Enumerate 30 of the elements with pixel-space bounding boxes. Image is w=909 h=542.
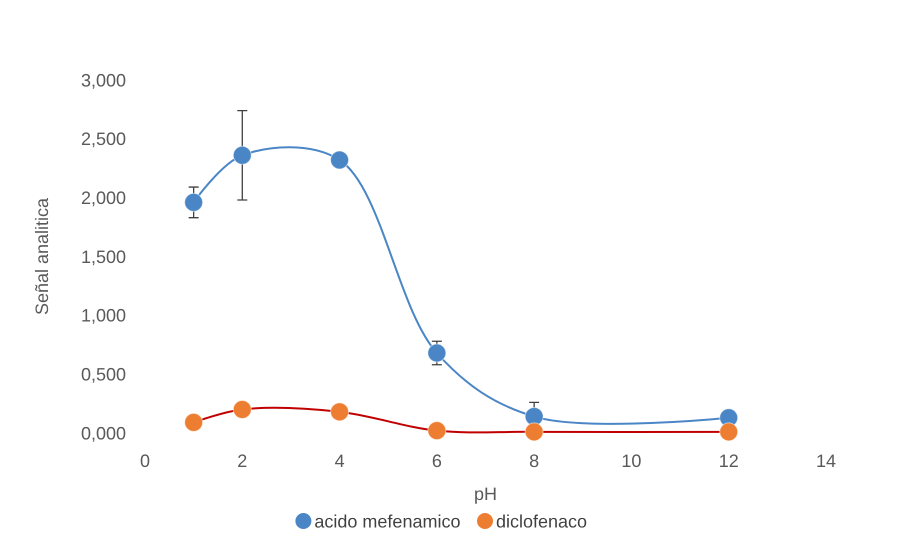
- legend-label: diclofenaco: [496, 511, 588, 532]
- y-axis-title: Señal analitica: [32, 196, 52, 316]
- y-tick-label: 1,000: [80, 306, 126, 326]
- y-tick-label: 1,500: [80, 246, 126, 267]
- y-tick-label: 0,000: [80, 423, 126, 444]
- y-tick-label: 3,000: [80, 70, 126, 90]
- x-tick-label: 2: [237, 451, 248, 471]
- point: [427, 343, 446, 362]
- x-tick-label: 8: [529, 451, 540, 471]
- x-tick-label: 0: [140, 451, 150, 471]
- point: [719, 422, 738, 442]
- point: [427, 421, 446, 440]
- x-tick-label: 4: [334, 451, 345, 471]
- point: [232, 400, 252, 419]
- point: [524, 422, 544, 442]
- point: [184, 412, 204, 432]
- x-tick-label: 12: [718, 451, 739, 471]
- y-tick-label: 2,000: [80, 188, 126, 208]
- x-tick-label: 6: [432, 451, 442, 471]
- point: [524, 407, 544, 426]
- point: [184, 192, 204, 212]
- y-tick-label: 2,500: [80, 129, 126, 150]
- legend-label: acido mefenamico: [314, 511, 460, 532]
- x-axis-title: pH: [474, 484, 498, 504]
- x-tick-label: 10: [621, 451, 642, 471]
- point: [330, 150, 350, 170]
- point: [330, 402, 350, 422]
- point: [232, 146, 252, 165]
- x-tick-label: 14: [816, 451, 836, 471]
- y-tick-label: 0,500: [80, 364, 126, 384]
